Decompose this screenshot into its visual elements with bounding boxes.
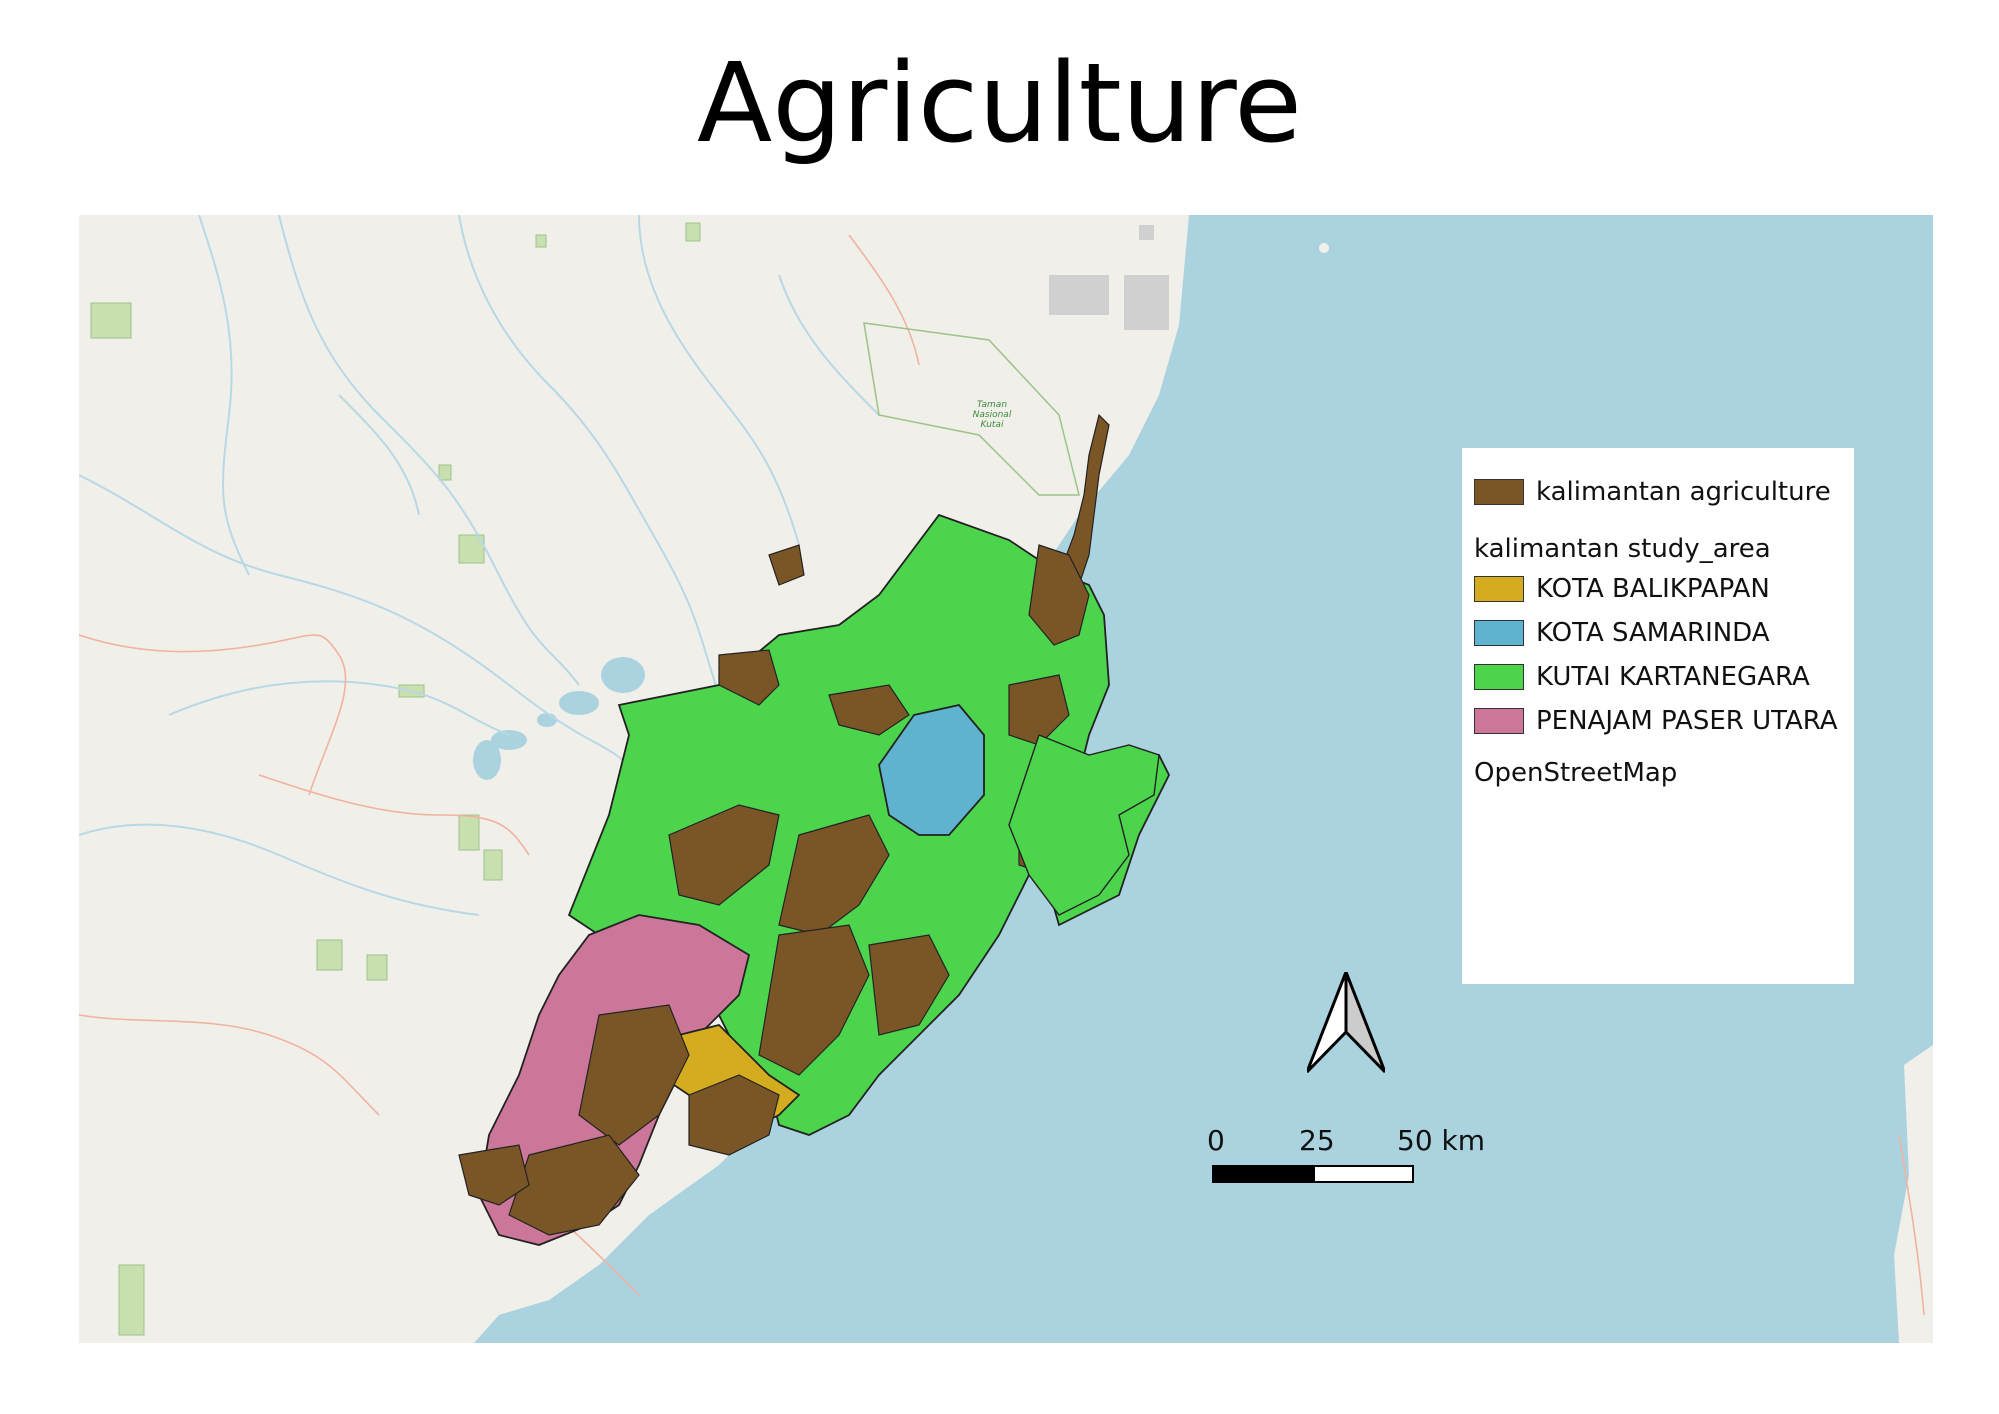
north-arrow-left-half [1307,972,1348,1074]
legend-basemap-label: OpenStreetMap [1474,758,1678,788]
scale-bar-black-segment [1212,1165,1313,1183]
rivers [79,215,880,916]
legend-swatch-agriculture [1474,479,1524,505]
national-park-boundary [863,322,1080,496]
legend-item-kutai: KUTAI KARTANEGARA [1474,662,1810,692]
legend-item-balikpapan: KOTA BALIKPAPAN [1474,574,1770,604]
legend-label-agriculture: kalimantan agriculture [1536,477,1831,507]
legend-label-balikpapan: KOTA BALIKPAPAN [1536,574,1770,604]
map-title: Agriculture [697,39,1302,167]
legend-swatch-penajam [1474,708,1524,734]
legend-group-heading: kalimantan study_area [1474,534,1771,564]
delta-edge [1008,734,1160,916]
park-label: Taman Nasional Kutai [972,400,1012,430]
land-bottom-right [1894,1045,1933,1343]
legend-label-penajam: PENAJAM PASER UTARA [1536,706,1838,736]
north-arrow-right-half [1344,972,1385,1074]
islet [1319,243,1329,253]
north-arrow [1307,972,1385,1077]
legend-label-samarinda: KOTA SAMARINDA [1536,618,1770,648]
kota-samarinda-area [878,704,985,836]
legend-item-agriculture: kalimantan agriculture [1474,477,1831,507]
lakes [473,657,645,780]
scale-bar-white-segment [1313,1165,1414,1183]
legend-item-samarinda: KOTA SAMARINDA [1474,618,1770,648]
scale-tick-50: 50 km [1397,1124,1486,1157]
roads [79,234,1925,1316]
legend-item-penajam: PENAJAM PASER UTARA [1474,706,1838,736]
urban-areas [1049,225,1169,330]
legend: kalimantan agriculture kalimantan study_… [1462,448,1854,984]
scale-tick-25: 25 [1299,1124,1335,1157]
legend-label-kutai: KUTAI KARTANEGARA [1536,662,1810,692]
legend-swatch-balikpapan [1474,576,1524,602]
legend-swatch-kutai [1474,664,1524,690]
scale-tick-0: 0 [1207,1124,1225,1157]
legend-swatch-samarinda [1474,620,1524,646]
agriculture-patches [458,413,1110,1236]
